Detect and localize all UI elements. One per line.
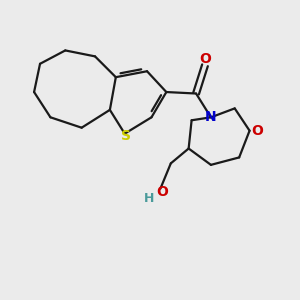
Text: O: O [156, 185, 168, 199]
Text: S: S [121, 129, 131, 143]
Text: O: O [251, 124, 263, 138]
Text: O: O [199, 52, 211, 66]
Text: N: N [205, 110, 217, 124]
Text: H: H [144, 192, 154, 205]
